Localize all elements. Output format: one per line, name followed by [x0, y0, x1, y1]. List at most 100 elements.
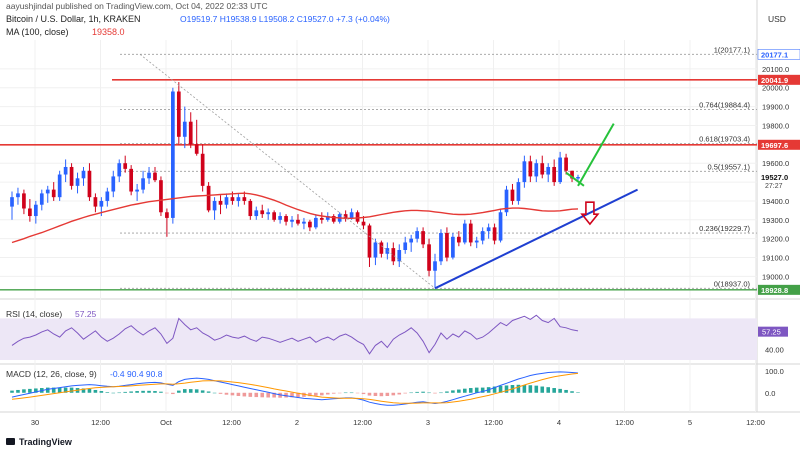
macd-hist-bar [111, 392, 116, 394]
macd-hist-bar [367, 392, 372, 396]
macd-hist-bar [546, 387, 550, 393]
macd-hist-bar [177, 390, 181, 393]
candle-body [212, 200, 217, 211]
macd-hist-bar [451, 390, 455, 393]
macd-hist-bar [552, 388, 556, 393]
fib-label: 0.618(19703.4) [699, 135, 750, 144]
price-tick-label: 19900.0 [762, 103, 789, 112]
macd-hist-bar [373, 392, 378, 396]
candle-body [39, 193, 44, 205]
price-badges[interactable]: 20177.1 20041.9 19697.6 19527.027:27 18928.8 [757, 49, 800, 295]
macd-axis: 0.0 100.0 [765, 367, 784, 398]
candle-body [159, 180, 163, 213]
time-tick-label: 3 [426, 418, 430, 427]
candle-body [558, 157, 562, 183]
candle-body [492, 227, 497, 241]
rsi-value-badge-label: 57.25 [762, 328, 781, 337]
candle-body [421, 231, 425, 245]
macd-hist-bar [242, 392, 247, 397]
fib-label: 0.764(19884.4) [699, 101, 750, 110]
time-tick-label: 12:00 [615, 418, 634, 427]
candle-body [188, 121, 193, 145]
candle-body [439, 233, 443, 262]
macd-histogram [10, 384, 580, 398]
signal-line [11, 372, 579, 404]
macd-hist-bar [254, 392, 259, 398]
macd-hist-bar [391, 392, 396, 396]
candle-body [182, 121, 187, 137]
macd-hist-bar [331, 392, 336, 394]
candle-body [522, 161, 527, 183]
candle-body [528, 161, 533, 177]
macd-hist-bar [314, 392, 318, 396]
macd-hist-bar [355, 392, 360, 394]
macd-hist-bar [272, 392, 276, 398]
macd-hist-bar [266, 392, 270, 398]
macd-hist-bar [480, 387, 485, 393]
macd-hist-bar [534, 385, 539, 393]
macd-hist-bar [576, 392, 580, 393]
macd-hist-bar [284, 392, 288, 398]
candle-body [570, 170, 574, 179]
tradingview-logo[interactable]: TradingView [6, 437, 73, 447]
price-tick-label: 19400.0 [762, 197, 789, 206]
candle-body [331, 216, 336, 222]
candle-body [81, 170, 86, 179]
candle-body [171, 91, 175, 218]
macd-hist-bar [69, 387, 74, 393]
candle-body [278, 216, 282, 220]
rsi-tick-label: 40.00 [765, 346, 784, 355]
macd-hist-bar [81, 388, 86, 393]
candle-body [409, 238, 414, 243]
price-badge [757, 49, 800, 60]
macd-hist-bar [63, 387, 68, 393]
candle-body [87, 170, 92, 198]
candle-body [45, 189, 50, 194]
candle-body [260, 210, 265, 215]
price-tick-label: 20000.0 [762, 84, 789, 93]
publisher-line: aayushjindal published on TradingView.co… [6, 1, 268, 11]
macd-hist-bar [230, 392, 235, 396]
macd-hist-bar [248, 392, 253, 397]
macd-hist-bar [439, 392, 443, 394]
candle-body [367, 225, 372, 258]
time-tick-label: 5 [688, 418, 692, 427]
candle-body [451, 236, 455, 258]
macd-hist-bar [421, 391, 425, 393]
candle-body [456, 236, 461, 243]
candle-body [111, 176, 116, 192]
candle-body [552, 166, 557, 183]
time-tick-label: Oct [160, 418, 173, 427]
time-tick-label: 12:00 [353, 418, 372, 427]
candle-body [325, 216, 330, 220]
candle-body [129, 168, 134, 192]
candle-body [474, 240, 479, 243]
macd-hist-bar [45, 387, 50, 393]
candle-body [266, 212, 271, 215]
macd-hist-bar [385, 392, 390, 396]
macd-hist-bar [308, 392, 312, 397]
candle-body [99, 200, 104, 207]
candle-body [51, 189, 56, 198]
time-tick-label: 4 [557, 418, 561, 427]
price-tick-label: 20100.0 [762, 65, 789, 74]
macd-hist-bar [16, 389, 20, 393]
symbol-title: Bitcoin / U.S. Dollar, 1h, KRAKEN [6, 14, 141, 24]
macd-hist-bar [558, 388, 562, 393]
fib-label: 0.5(19557.1) [707, 162, 750, 171]
candle-body [385, 248, 390, 254]
macd-tick-label: 0.0 [765, 389, 775, 398]
macd-hist-bar [10, 390, 14, 393]
macd-hist-bar [290, 392, 294, 398]
macd-hist-bar [260, 392, 265, 398]
rsi-value-badge [758, 326, 788, 337]
rsi-title: RSI (14, close) [6, 309, 62, 319]
macd-hist-bar [129, 391, 133, 393]
candle-body [576, 176, 580, 179]
candle-body [427, 244, 431, 271]
macd-hist-bar [22, 389, 26, 393]
price-tick-label: 19000.0 [762, 272, 789, 281]
candle-body [69, 166, 74, 186]
candle-body [468, 223, 473, 243]
